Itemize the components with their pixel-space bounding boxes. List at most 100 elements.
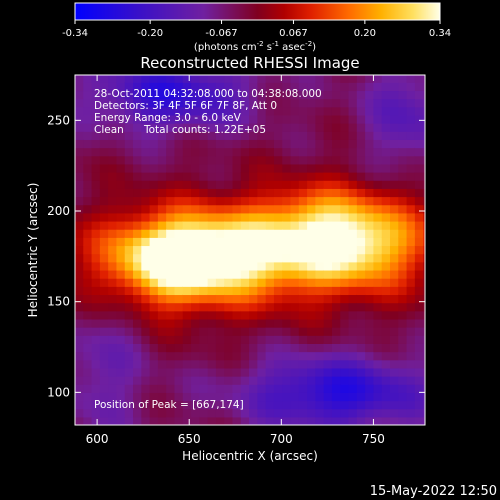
heatmap-cell (108, 229, 118, 238)
heatmap-cell (83, 367, 93, 377)
heatmap-cell (423, 400, 425, 410)
heatmap-cell (406, 310, 416, 320)
heatmap-cell (174, 196, 184, 206)
colorbar: -0.34 -0.20 -0.067 0.067 0.20 0.34 (photons c… (62, 2, 451, 53)
heatmap-cell (199, 376, 209, 385)
heatmap-cell (149, 220, 159, 230)
heatmap-cell (240, 172, 250, 181)
heatmap-cell (91, 335, 101, 344)
heatmap-cell (398, 229, 408, 238)
heatmap-cell (365, 416, 375, 425)
heatmap-cell (365, 367, 375, 377)
heatmap-cell (282, 98, 292, 108)
heatmap-cell (406, 212, 416, 222)
heatmap-cell (398, 90, 408, 100)
heatmap-cell (290, 114, 300, 124)
heatmap-cell (257, 180, 267, 189)
heatmap-cell (99, 131, 109, 140)
heatmap-cell (331, 269, 341, 279)
heatmap-cell (249, 351, 258, 361)
heatmap-cell (373, 180, 383, 189)
heatmap-cell (191, 261, 200, 271)
heatmap-cell (240, 180, 250, 189)
heatmap-cell (157, 253, 167, 263)
heatmap-cell (75, 408, 84, 418)
heatmap-cell (99, 335, 109, 344)
heatmap-cell (298, 172, 308, 181)
heatmap-cell (75, 196, 84, 206)
heatmap-cell (124, 147, 134, 157)
heatmap-cell (373, 245, 383, 255)
heatmap-cell (423, 286, 425, 296)
heatmap-cell (307, 123, 316, 132)
heatmap-cell (265, 106, 275, 116)
heatmap-cell (414, 106, 424, 116)
heatmap-cell (240, 416, 250, 425)
heatmap-cell (298, 98, 308, 108)
heatmap-cell (390, 408, 399, 418)
heatmap-cell (99, 204, 109, 214)
heatmap-cell (240, 310, 250, 320)
heatmap-cell (273, 196, 283, 206)
heatmap-cell (232, 253, 242, 263)
heatmap-cell (373, 359, 383, 369)
heatmap-cell (75, 343, 84, 353)
heatmap-cell (249, 376, 258, 385)
heatmap-cell (174, 261, 184, 271)
heatmap-cell (423, 90, 425, 100)
heatmap-cell (240, 335, 250, 344)
heatmap-cell (290, 163, 300, 173)
heatmap-cell (381, 98, 391, 108)
heatmap-cell (307, 212, 316, 222)
heatmap-cell (315, 294, 325, 304)
heatmap-cell (249, 204, 258, 214)
heatmap-cell (373, 376, 383, 385)
heatmap-cell (323, 75, 333, 83)
heatmap-cell (182, 147, 192, 157)
heatmap-cell (423, 172, 425, 181)
heatmap-cell (108, 261, 118, 271)
heatmap-cell (290, 376, 300, 385)
heatmap-cell (406, 196, 416, 206)
heatmap-cell (75, 302, 84, 312)
heatmap-cell (381, 147, 391, 157)
heatmap-cell (224, 416, 234, 425)
heatmap-cell (365, 269, 375, 279)
heatmap-cell (398, 278, 408, 287)
heatmap-cell (282, 90, 292, 100)
heatmap-cell (257, 131, 267, 140)
heatmap-cell (174, 229, 184, 238)
heatmap-cell (199, 384, 209, 393)
heatmap-cell (240, 75, 250, 83)
heatmap-cell (207, 408, 217, 418)
heatmap-cell (423, 131, 425, 140)
heatmap-cell (174, 204, 184, 214)
heatmap-cell (91, 286, 101, 296)
heatmap-cell (116, 335, 126, 344)
heatmap-cell (83, 278, 93, 287)
heatmap-cell (257, 376, 267, 385)
heatmap-cell (166, 82, 176, 92)
heatmap-cell (381, 392, 391, 402)
heatmap-cell (116, 237, 126, 247)
heatmap-cell (398, 204, 408, 214)
heatmap-cell (108, 294, 118, 304)
heatmap-cell (141, 196, 151, 206)
heatmap-cell (166, 400, 176, 410)
heatmap-cell (199, 90, 209, 100)
heatmap-cell (307, 327, 316, 336)
heatmap-cell (356, 367, 366, 377)
heatmap-cell (340, 147, 350, 157)
heatmap-cell (273, 245, 283, 255)
heatmap-cell (199, 180, 209, 189)
heatmap-cell (398, 147, 408, 157)
heatmap-cell (166, 294, 176, 304)
heatmap-cell (381, 155, 391, 165)
heatmap-cell (174, 114, 184, 124)
heatmap-cell (75, 269, 84, 279)
heatmap-cell (99, 318, 109, 328)
heatmap-cell (381, 351, 391, 361)
heatmap-cell (83, 155, 93, 165)
heatmap-cell (365, 188, 375, 198)
heatmap-cell (323, 106, 333, 116)
